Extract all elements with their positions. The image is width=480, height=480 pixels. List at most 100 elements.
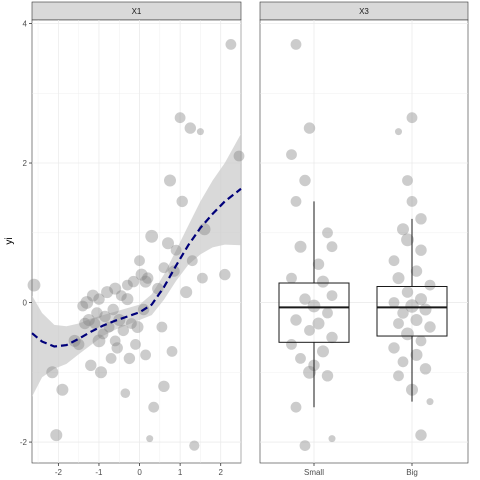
data-point — [321, 370, 334, 382]
data-point — [290, 196, 302, 207]
data-point — [424, 279, 436, 291]
data-point — [397, 307, 409, 319]
data-point — [328, 435, 336, 443]
data-point — [186, 255, 198, 267]
data-point — [304, 325, 315, 336]
data-point — [131, 321, 144, 333]
data-point — [184, 122, 196, 134]
data-point — [170, 244, 182, 256]
data-point — [388, 255, 400, 267]
x-tick-label: Small — [304, 468, 324, 477]
data-point — [415, 244, 427, 256]
data-point — [415, 429, 427, 441]
data-point — [158, 380, 170, 392]
data-point — [219, 268, 231, 281]
data-point — [410, 314, 423, 326]
data-point — [307, 299, 321, 313]
data-point — [82, 314, 95, 326]
data-point — [322, 227, 333, 239]
data-point — [79, 317, 91, 330]
data-point — [93, 293, 105, 305]
data-point — [145, 229, 159, 243]
strip-label-x3: X3 — [359, 7, 369, 16]
data-point — [196, 128, 204, 136]
strip-label-x1: X1 — [132, 7, 142, 16]
data-point — [303, 365, 316, 379]
x-tick-label: -1 — [95, 468, 103, 477]
data-point — [419, 363, 432, 375]
data-point — [317, 345, 329, 358]
data-point — [402, 175, 413, 186]
data-point — [392, 272, 405, 285]
confidence-ribbon — [32, 133, 241, 397]
data-point — [174, 112, 186, 124]
data-point — [197, 272, 208, 284]
data-point — [56, 383, 69, 396]
data-point — [426, 398, 434, 406]
data-point — [393, 370, 404, 382]
data-point — [166, 346, 178, 357]
data-point — [50, 429, 63, 442]
data-point — [95, 366, 107, 379]
fit-line — [31, 187, 242, 348]
data-point — [312, 317, 325, 330]
data-point — [401, 233, 414, 247]
data-point — [303, 122, 316, 134]
boxplots-x3 — [278, 201, 448, 408]
data-point — [77, 300, 89, 312]
data-point — [80, 296, 94, 309]
data-point — [326, 290, 338, 301]
data-point — [419, 303, 432, 316]
data-point — [286, 339, 297, 350]
data-point — [406, 112, 418, 124]
data-point — [135, 268, 148, 281]
data-point — [73, 338, 85, 351]
data-point — [326, 241, 338, 253]
data-point — [406, 196, 418, 207]
data-point — [99, 310, 111, 323]
points-x3 — [286, 39, 436, 451]
data-point — [109, 335, 121, 347]
data-point — [424, 321, 436, 333]
data-point — [189, 440, 200, 451]
data-point — [101, 286, 114, 299]
data-point — [393, 318, 404, 329]
data-point — [176, 195, 188, 208]
y-tick-label: 0 — [23, 299, 28, 308]
data-point — [109, 282, 122, 295]
data-point — [322, 307, 333, 319]
data-point — [415, 213, 427, 225]
panel-x1: X1 -2 -1 0 1 2 — [27, 1, 245, 477]
ribbon-layer — [32, 133, 241, 397]
x-tick-label: -2 — [55, 468, 63, 477]
x-ticks-x3: Small Big — [304, 463, 418, 477]
points-x1 — [27, 39, 245, 451]
data-point — [290, 401, 302, 413]
data-point — [286, 272, 297, 284]
data-point — [111, 342, 123, 354]
data-point — [120, 388, 131, 399]
data-point — [125, 318, 137, 329]
data-point — [103, 321, 115, 333]
data-point — [146, 435, 154, 443]
data-point — [225, 39, 237, 50]
data-point — [326, 331, 338, 344]
data-point — [299, 174, 311, 187]
fit-line-layer — [31, 187, 242, 348]
data-point — [113, 314, 126, 326]
data-point — [295, 353, 306, 364]
data-point — [105, 353, 117, 364]
data-point — [139, 275, 152, 288]
data-point — [152, 282, 164, 295]
data-point — [317, 275, 329, 288]
data-point — [395, 128, 402, 136]
data-point — [46, 366, 59, 379]
box-iqr — [376, 285, 448, 337]
data-point — [123, 352, 136, 365]
data-point — [405, 299, 419, 313]
data-point — [388, 297, 400, 308]
panel-x3: X3 Small Big — [259, 1, 469, 477]
y-axis-title: yi — [4, 237, 15, 244]
data-point — [91, 307, 103, 319]
